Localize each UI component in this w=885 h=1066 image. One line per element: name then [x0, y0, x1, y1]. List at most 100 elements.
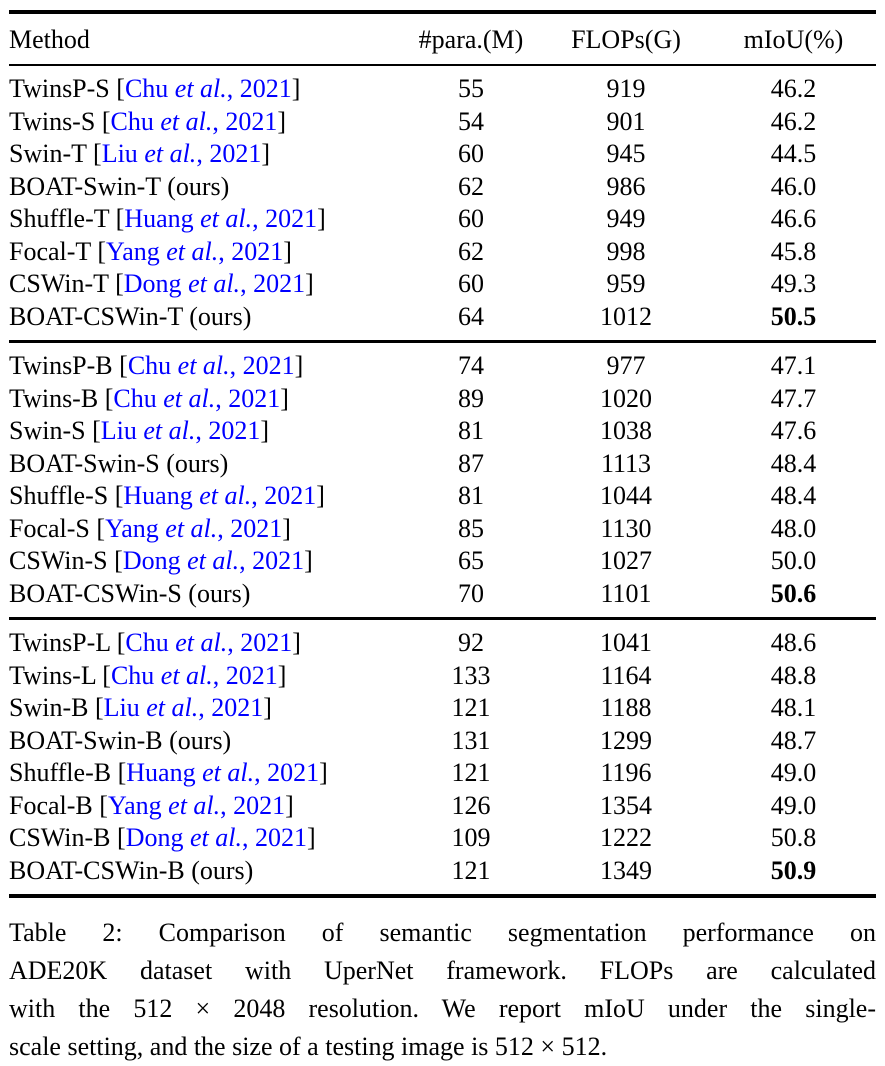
- citation-bracket-open: [: [114, 546, 123, 575]
- etal-text: et al.: [200, 204, 253, 233]
- citation-bracket-close: ]: [294, 351, 304, 380]
- flops-cell: 901: [606, 106, 646, 136]
- method-name: Focal-S: [9, 513, 90, 543]
- citation-link[interactable]: Chu et al., 2021: [113, 383, 281, 413]
- flops-cell: 1349: [600, 855, 652, 885]
- miou-cell: 48.0: [770, 513, 817, 543]
- citation-link[interactable]: Chu et al., 2021: [110, 106, 278, 136]
- table-row: CSWin-T [Dong et al., 2021] 60 959 49.3: [9, 268, 876, 301]
- caption-line: Table 2: Comparison of semantic segmenta…: [9, 918, 876, 947]
- flops-cell: 977: [606, 351, 646, 380]
- method-cell: Swin-T [Liu et al., 2021]: [9, 138, 401, 171]
- citation-link[interactable]: Dong et al., 2021: [123, 269, 306, 298]
- flops-cell: 1164: [600, 660, 652, 690]
- column-header-method: Method: [9, 25, 90, 54]
- column-header-params: #para.(M): [418, 25, 524, 54]
- citation-link[interactable]: Chu et al., 2021: [125, 628, 293, 657]
- citation-link[interactable]: Yang et al., 2021: [106, 236, 284, 266]
- method-cell: CSWin-B [Dong et al., 2021]: [9, 822, 401, 855]
- citation-link[interactable]: Liu et al., 2021: [100, 416, 261, 445]
- params-cell: 60: [458, 204, 484, 233]
- params-cell: 81: [458, 416, 484, 445]
- citation-bracket-close: ]: [280, 383, 289, 413]
- flops-cell: 1044: [600, 481, 652, 510]
- flops-cell: 1188: [600, 693, 652, 722]
- citation-link[interactable]: Dong et al., 2021: [125, 823, 307, 852]
- flops-cell: 1354: [600, 790, 652, 820]
- method-cell: BOAT-Swin-T (ours): [9, 171, 401, 204]
- method-cell: Focal-S [Yang et al., 2021]: [9, 513, 401, 546]
- etal-text: et al.: [202, 758, 255, 787]
- miou-cell: 44.5: [770, 139, 817, 168]
- citation-bracket-close: ]: [277, 660, 287, 690]
- method-cell: Twins-B [Chu et al., 2021]: [9, 383, 401, 416]
- table-rule-group-separator: [9, 340, 876, 343]
- citation-bracket-close: ]: [282, 513, 291, 543]
- citation-link[interactable]: Huang et al., 2021: [126, 758, 320, 787]
- citation-link[interactable]: Chu et al., 2021: [110, 660, 278, 690]
- etal-text: et al.: [174, 74, 227, 103]
- citation-link[interactable]: Liu et al., 2021: [101, 139, 262, 168]
- miou-cell: 50.8: [770, 823, 817, 852]
- citation-bracket-close: ]: [285, 790, 294, 820]
- citation-bracket-open: [: [116, 628, 126, 657]
- method-cell: Shuffle-B [Huang et al., 2021]: [9, 757, 401, 790]
- citation-bracket-open: [: [96, 513, 106, 543]
- etal-text: et al.: [188, 269, 241, 298]
- miou-cell: 49.0: [770, 758, 817, 787]
- etal-text: et al.: [144, 139, 197, 168]
- citation-link[interactable]: Yang et al., 2021: [105, 513, 283, 543]
- table-row: CSWin-S [Dong et al., 2021] 65 1027 50.0: [9, 545, 876, 578]
- table-rule-bottom: [9, 894, 876, 898]
- flops-cell: 1027: [600, 546, 652, 575]
- citation-link[interactable]: Huang et al., 2021: [124, 204, 318, 233]
- citation-link[interactable]: Chu et al., 2021: [127, 351, 295, 380]
- citation-bracket-open: [: [114, 481, 124, 510]
- citation-bracket-open: [: [102, 660, 111, 690]
- method-name: Shuffle-T: [9, 204, 110, 233]
- table-row: Swin-S [Liu et al., 2021] 81 1038 47.6: [9, 415, 876, 448]
- table-row: TwinsP-B [Chu et al., 2021] 74 977 47.1: [9, 350, 876, 383]
- params-cell: 85: [458, 513, 484, 543]
- method-cell: Swin-S [Liu et al., 2021]: [9, 415, 401, 448]
- method-name: CSWin-S: [9, 546, 108, 575]
- params-cell: 121: [451, 855, 491, 885]
- table-group: TwinsP-S [Chu et al., 2021] 55 919 46.2 Twin…: [9, 66, 876, 340]
- citation-bracket-open: [: [99, 790, 108, 820]
- etal-text: et al.: [199, 481, 252, 510]
- citation-bracket-close: ]: [292, 628, 301, 657]
- miou-cell: 50.9: [770, 855, 817, 885]
- table-row: Twins-S [Chu et al., 2021] 54 901 46.2: [9, 106, 876, 139]
- etal-text: et al.: [166, 236, 219, 266]
- method-cell: TwinsP-B [Chu et al., 2021]: [9, 350, 401, 383]
- method-name: BOAT-CSWin-T (ours): [9, 301, 252, 331]
- table-row: Twins-L [Chu et al., 2021] 133 1164 48.8: [9, 660, 876, 693]
- method-name: Focal-B: [9, 790, 93, 820]
- etal-text: et al.: [165, 513, 218, 543]
- citation-link[interactable]: Chu et al., 2021: [124, 74, 292, 103]
- miou-cell: 50.5: [770, 301, 817, 331]
- method-name: TwinsP-L: [9, 628, 111, 657]
- citation-bracket-open: [: [94, 693, 104, 722]
- table-row: BOAT-CSWin-B (ours) 121 1349 50.9: [9, 855, 876, 888]
- citation-link[interactable]: Huang et al., 2021: [123, 481, 317, 510]
- method-name: TwinsP-S: [9, 74, 110, 103]
- citation-link[interactable]: Liu et al., 2021: [103, 693, 264, 722]
- params-cell: 131: [451, 725, 491, 755]
- flops-cell: 998: [606, 236, 646, 266]
- table-row: Shuffle-S [Huang et al., 2021] 81 1044 48.4: [9, 480, 876, 513]
- citation-bracket-open: [: [116, 74, 125, 103]
- citation-link[interactable]: Yang et al., 2021: [107, 790, 286, 820]
- citation-link[interactable]: Dong et al., 2021: [122, 546, 305, 575]
- params-cell: 65: [458, 546, 484, 575]
- table-row: Shuffle-T [Huang et al., 2021] 60 949 46.6: [9, 203, 876, 236]
- flops-cell: 1041: [600, 628, 652, 657]
- table-row: Swin-B [Liu et al., 2021] 121 1188 48.1: [9, 692, 876, 725]
- citation-bracket-close: ]: [260, 416, 270, 445]
- flops-cell: 1222: [600, 823, 652, 852]
- method-name: Shuffle-B: [9, 758, 112, 787]
- table-group: TwinsP-L [Chu et al., 2021] 92 1041 48.6 Twi…: [9, 620, 876, 894]
- flops-cell: 1113: [600, 448, 652, 478]
- miou-cell: 46.2: [770, 74, 817, 103]
- miou-cell: 46.6: [770, 204, 817, 233]
